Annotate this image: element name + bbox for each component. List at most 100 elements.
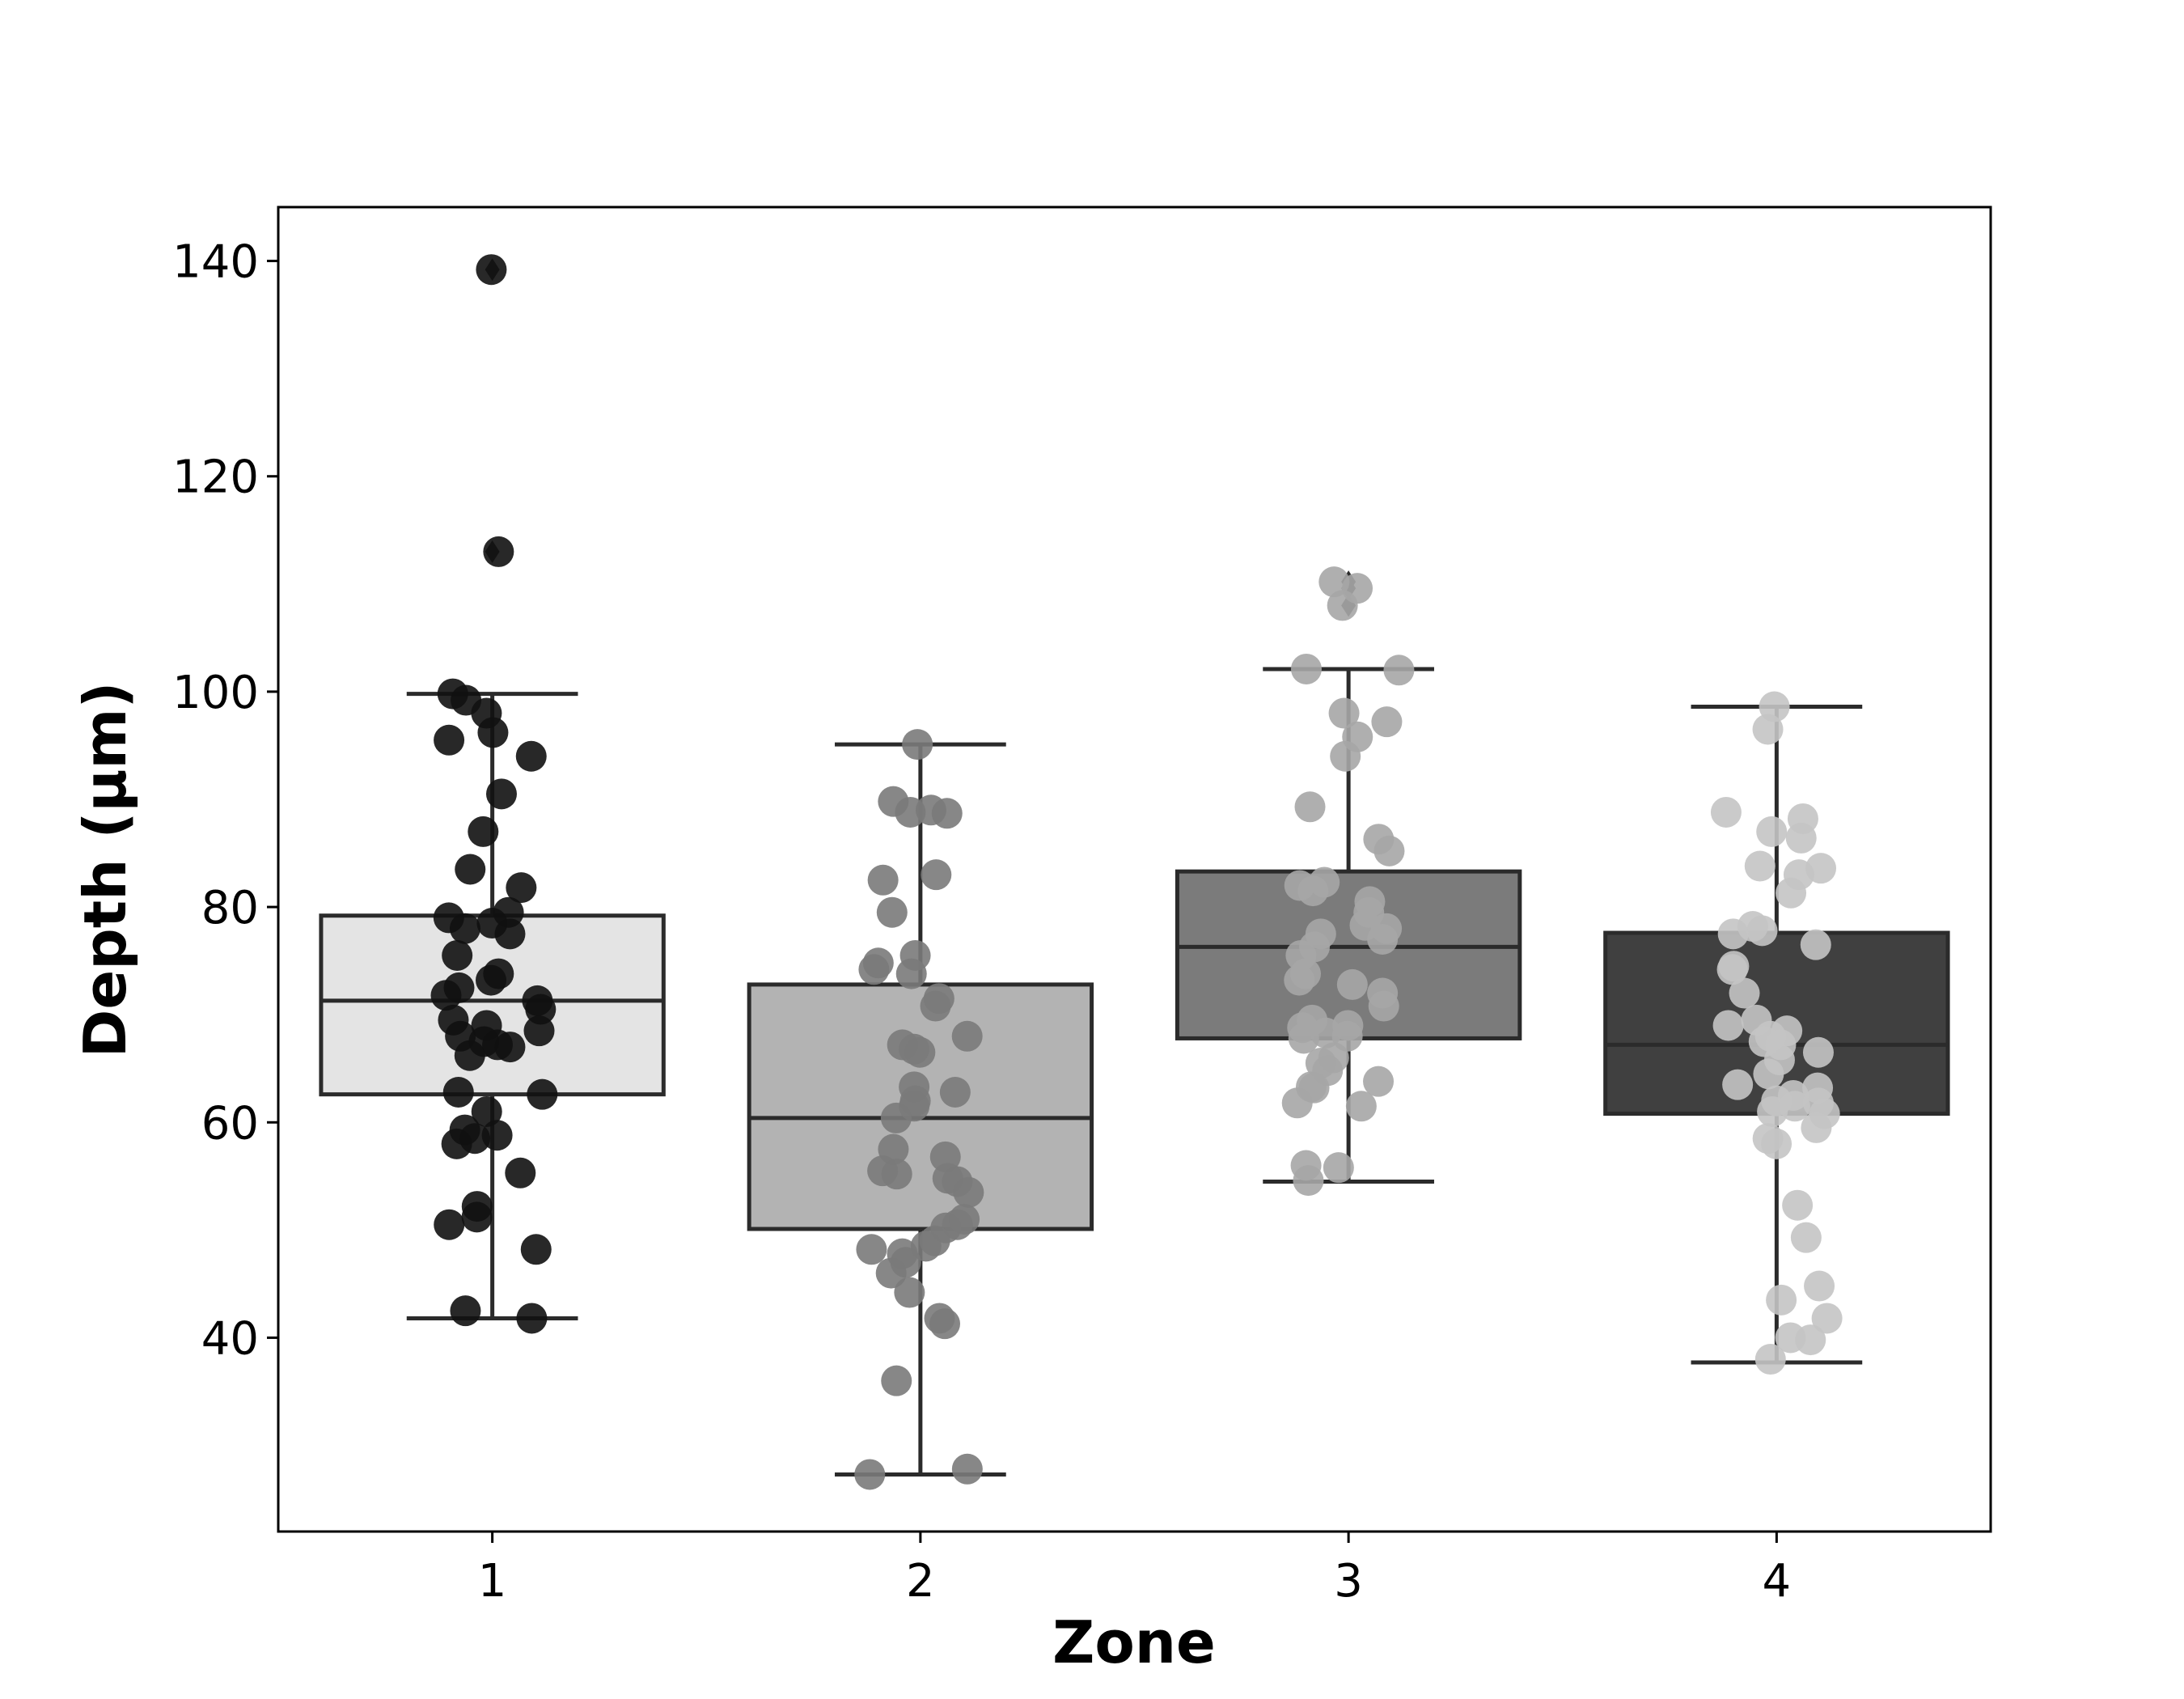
- y-tick-label: 120: [172, 451, 259, 504]
- data-point: [1752, 714, 1784, 745]
- chart-marks: [319, 254, 1950, 1490]
- data-point: [1281, 1087, 1313, 1119]
- data-point: [1336, 968, 1368, 1000]
- data-point: [1284, 964, 1315, 996]
- y-tick-label: 100: [172, 667, 259, 719]
- x-tick-label: 3: [1334, 1555, 1363, 1608]
- data-point: [1717, 918, 1749, 950]
- data-point: [1729, 977, 1760, 1009]
- data-point: [520, 1234, 552, 1265]
- data-point: [1757, 1095, 1788, 1127]
- data-point: [939, 1076, 971, 1108]
- y-axis-title: Depth (μm): [71, 682, 139, 1058]
- data-point: [1811, 1303, 1843, 1334]
- box-group-zone-1: [319, 254, 666, 1334]
- data-point: [455, 854, 486, 885]
- data-point: [1327, 590, 1358, 621]
- data-point: [1716, 954, 1748, 985]
- data-point: [1756, 816, 1788, 847]
- data-point: [476, 964, 507, 996]
- data-point: [461, 1201, 493, 1233]
- box-zone-1: [319, 913, 666, 1097]
- data-point: [1288, 1023, 1319, 1054]
- x-tick-label: 1: [478, 1555, 507, 1608]
- data-point: [441, 1128, 472, 1159]
- data-point: [1766, 1284, 1797, 1316]
- data-point: [1782, 1189, 1814, 1221]
- data-point: [951, 1020, 983, 1052]
- axes: 40 60 80 100 120 140 1 2 3 4: [172, 236, 1791, 1608]
- data-point: [477, 717, 509, 748]
- box-group-zone-4: [1603, 691, 1950, 1375]
- data-point: [1800, 929, 1831, 960]
- data-point: [895, 958, 927, 989]
- data-point: [1754, 1344, 1786, 1375]
- data-point: [1802, 1036, 1834, 1068]
- data-point: [1328, 697, 1360, 729]
- data-point: [471, 1095, 502, 1127]
- data-point: [881, 1159, 912, 1190]
- data-point: [515, 740, 547, 772]
- data-point: [1383, 655, 1415, 686]
- y-tick-label: 40: [201, 1312, 259, 1365]
- data-point: [483, 536, 514, 567]
- data-point: [854, 1459, 886, 1490]
- data-point: [1795, 1324, 1826, 1356]
- data-point: [1363, 1066, 1395, 1097]
- data-point: [1746, 915, 1778, 947]
- y-tick-label: 80: [201, 882, 259, 934]
- data-point: [1753, 1058, 1784, 1090]
- data-point: [1790, 1222, 1822, 1253]
- box-group-zone-2: [747, 729, 1094, 1490]
- x-tick-label: 2: [906, 1555, 935, 1608]
- data-point: [929, 1308, 961, 1340]
- y-tick-label: 60: [201, 1097, 259, 1150]
- data-point: [1801, 1112, 1832, 1143]
- data-point: [1744, 850, 1776, 882]
- box-group-zone-3: [1175, 566, 1522, 1197]
- data-point: [1330, 740, 1361, 772]
- data-point: [505, 1157, 536, 1188]
- data-point: [1367, 924, 1399, 955]
- data-point: [516, 1303, 548, 1334]
- data-point: [894, 1277, 925, 1308]
- data-point: [1785, 822, 1817, 854]
- plot-frame: [277, 205, 1992, 1533]
- data-point: [931, 798, 963, 829]
- data-point: [1293, 1165, 1324, 1197]
- data-point: [485, 778, 517, 810]
- data-point: [856, 1234, 887, 1265]
- x-axis-title: Zone: [1052, 1608, 1216, 1676]
- x-tick-label: 4: [1763, 1555, 1792, 1608]
- data-point: [523, 1015, 555, 1047]
- data-point: [875, 1257, 907, 1289]
- data-point: [867, 864, 899, 896]
- data-point: [1318, 566, 1350, 598]
- data-point: [1297, 875, 1329, 907]
- data-point: [527, 1078, 558, 1110]
- data-point: [1710, 796, 1742, 828]
- data-point: [494, 1032, 526, 1063]
- data-point: [449, 913, 480, 944]
- data-point: [1294, 791, 1326, 823]
- data-point: [450, 1295, 481, 1327]
- data-point: [921, 859, 952, 891]
- data-point: [442, 939, 473, 971]
- data-point: [1290, 653, 1322, 684]
- data-point: [920, 990, 951, 1022]
- data-point: [468, 816, 499, 847]
- data-point: [1368, 990, 1399, 1022]
- data-point: [442, 1076, 474, 1108]
- data-point: [881, 1365, 912, 1396]
- y-tick-label: 140: [172, 236, 259, 289]
- data-point: [1323, 1152, 1354, 1184]
- data-point: [951, 1453, 983, 1485]
- data-point: [506, 872, 537, 904]
- data-point: [1373, 835, 1405, 866]
- data-point: [434, 1209, 465, 1240]
- data-point: [494, 918, 526, 950]
- data-point: [858, 954, 890, 985]
- data-point: [476, 254, 507, 286]
- data-point: [430, 980, 462, 1011]
- data-point: [1712, 1010, 1744, 1041]
